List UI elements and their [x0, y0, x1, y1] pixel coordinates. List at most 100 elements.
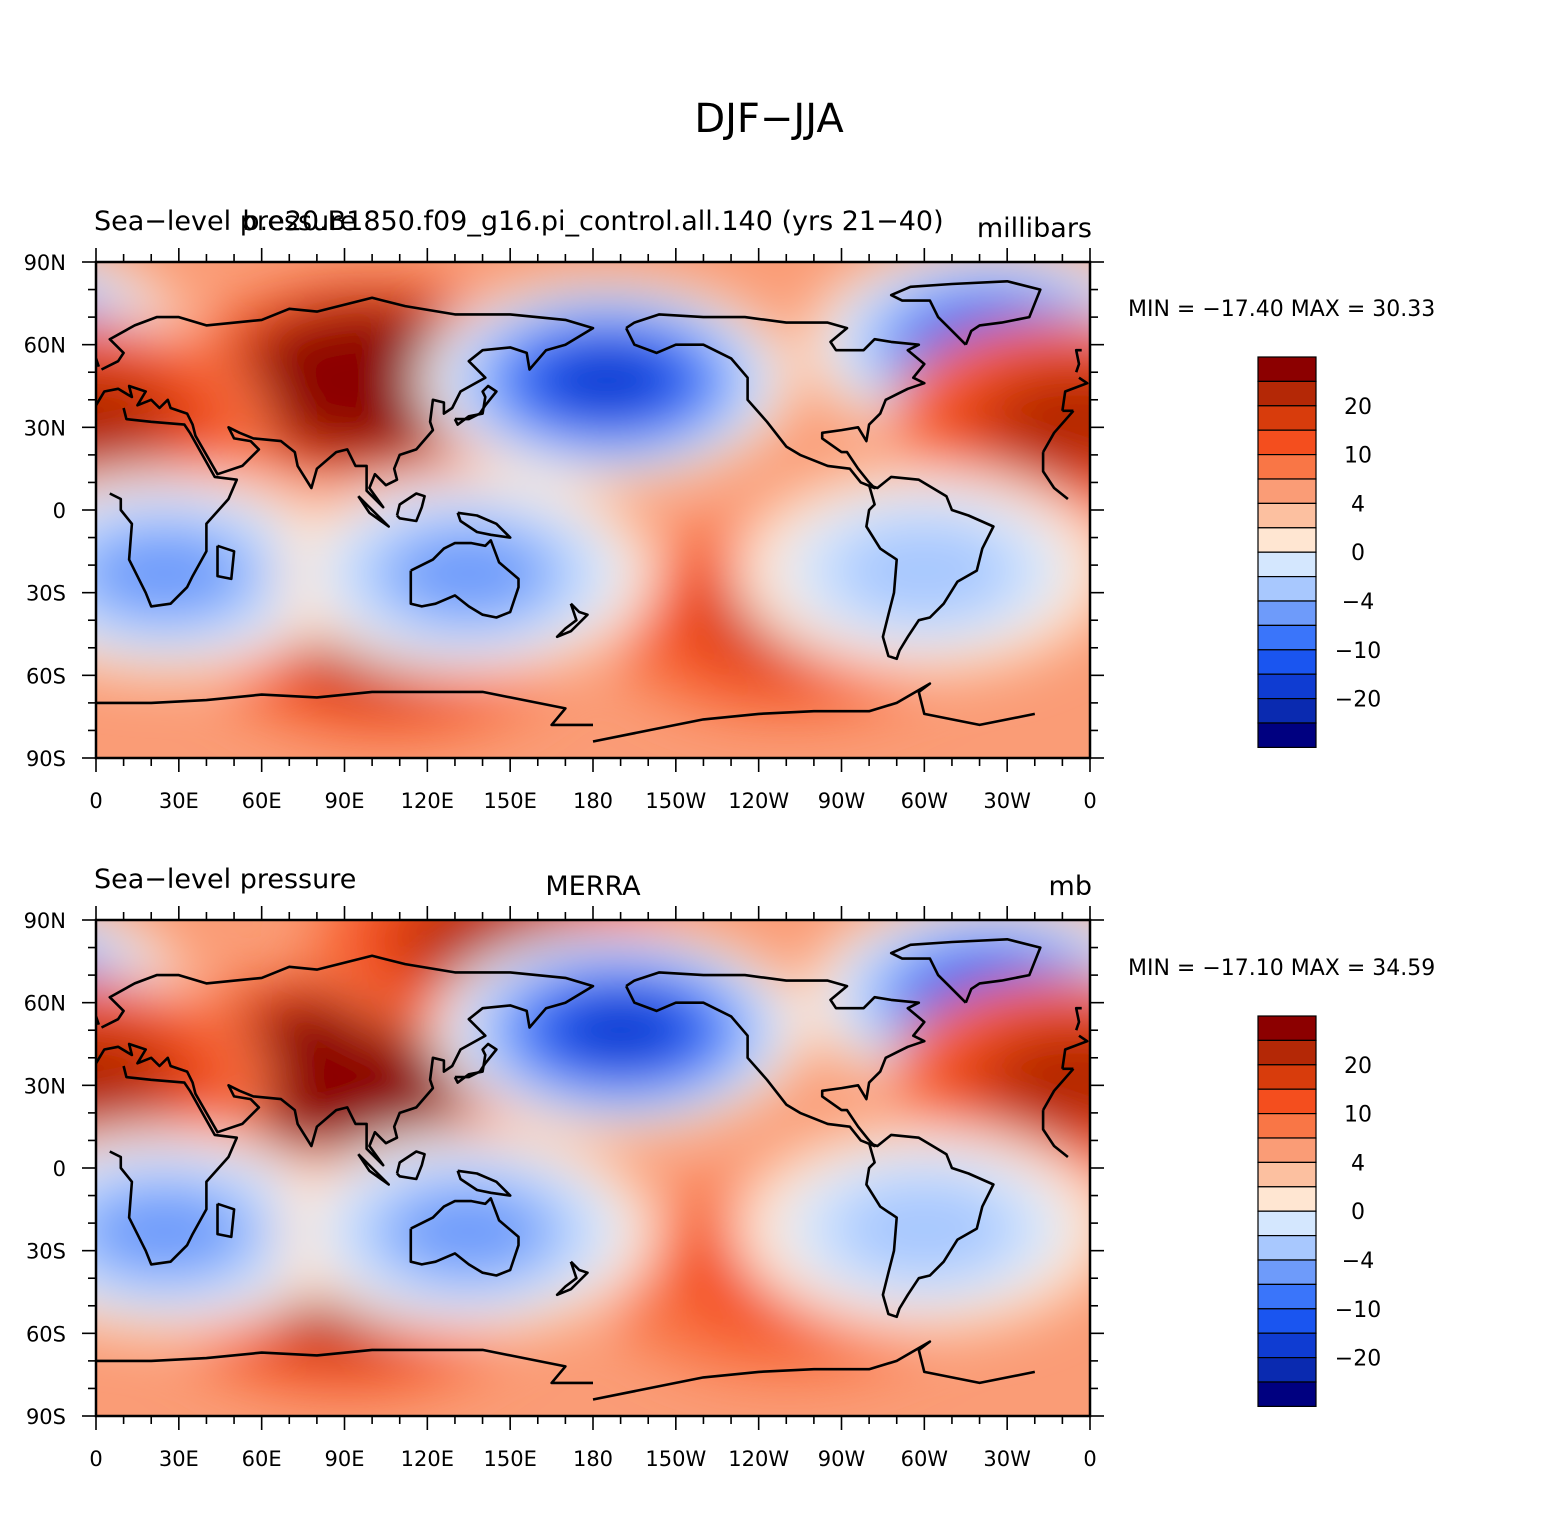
- y-tick-label: 60N: [24, 992, 66, 1016]
- anomaly-southern-africa-low: [96, 1127, 355, 1336]
- coastline-5-0: [889, 938, 1042, 1004]
- colorbar-box: [1257, 527, 1317, 553]
- coastline-13-0: [216, 1202, 236, 1239]
- colorbar-label: −20: [1335, 1347, 1381, 1372]
- coastline-11-0: [456, 511, 512, 539]
- panel-merra: Sea−level pressure MERRA mb 0 30E 60E 90E 12…: [24, 864, 1436, 1471]
- x-tick-label: 0: [1083, 1447, 1096, 1471]
- colorbar-box: [1257, 429, 1317, 456]
- x-tick-label: 60E: [242, 1447, 282, 1471]
- y-tick-label: 60S: [26, 1322, 66, 1346]
- colorbar-label: 10: [1344, 1103, 1372, 1128]
- anomaly-southern-africa-low: [96, 469, 355, 678]
- panel-1-minmax: MIN = −17.40 MAX = 30.33: [1128, 297, 1435, 322]
- colorbar-label: −4: [1342, 1249, 1374, 1274]
- colorbar-box: [1257, 575, 1317, 602]
- contour-australia-low-3: [391, 1187, 547, 1276]
- contour-aleutian-low-6: [559, 994, 683, 1066]
- anomaly-australia-low: [278, 1127, 659, 1336]
- x-tick-label: 90E: [325, 789, 365, 813]
- x-tick-label: 90W: [818, 789, 866, 813]
- colorbar-box: [1257, 405, 1317, 431]
- colorbar-label: −10: [1335, 639, 1381, 664]
- x-tick-label: 30E: [159, 1447, 199, 1471]
- y-tick-label: 30S: [26, 582, 66, 606]
- coastline-10-0: [395, 492, 426, 523]
- contour-australia-low-3: [391, 529, 547, 618]
- x-tick-label: 120W: [728, 789, 789, 813]
- colorbar-box: [1257, 1259, 1317, 1285]
- colorbar-box: [1257, 1039, 1317, 1066]
- x-tick-label: 0: [1083, 789, 1096, 813]
- coastline-4-0: [865, 1133, 995, 1319]
- panel-1-coastlines: [96, 280, 1089, 743]
- coastline-12-0: [555, 1260, 589, 1297]
- coastline-0-1: [96, 954, 595, 1167]
- coastline-8-0: [453, 384, 498, 426]
- colorbar-box: [1257, 380, 1317, 407]
- y-tick-label: 0: [53, 1157, 66, 1181]
- panel-1-title-center: b.e20.B1850.f09_g16.pi_control.all.140 (…: [242, 206, 943, 237]
- x-tick-label: 120E: [401, 789, 454, 813]
- coastline-10-0: [395, 1150, 426, 1181]
- coastline-8-0: [453, 1042, 498, 1084]
- coastline-1-1: [109, 407, 239, 608]
- colorbar-box: [1257, 722, 1317, 748]
- x-tick-label: 60W: [901, 789, 949, 813]
- coastline-6-1: [96, 690, 593, 727]
- colorbar-label: −20: [1335, 688, 1381, 713]
- x-tick-label: 90W: [818, 1447, 866, 1471]
- coastline-0-0: [1061, 376, 1089, 411]
- y-tick-label: 60S: [26, 664, 66, 688]
- colorbar-label: −4: [1342, 590, 1374, 615]
- coastline-9-0: [357, 495, 390, 528]
- anomaly-south-america-low: [734, 466, 1090, 675]
- coastline-0-0: [1061, 1034, 1089, 1069]
- x-tick-label: 150W: [645, 789, 706, 813]
- contour-south-america-low-2: [834, 1177, 1015, 1280]
- colorbar-box: [1257, 356, 1317, 382]
- colorbar-label: 20: [1344, 395, 1372, 420]
- colorbar-box: [1257, 1015, 1317, 1041]
- coastline-1-2: [1041, 452, 1069, 501]
- y-tick-label: 30S: [26, 1240, 66, 1264]
- x-tick-label: 150W: [645, 1447, 706, 1471]
- coastline-1-2: [1041, 1110, 1069, 1159]
- colorbar-box: [1257, 649, 1317, 675]
- colorbar-box: [1257, 551, 1317, 578]
- x-tick-label: 180: [573, 789, 613, 813]
- coastline-12-0: [555, 602, 589, 639]
- x-tick-label: 60W: [901, 1447, 949, 1471]
- figure-title: DJF−JJA: [694, 96, 844, 142]
- contour-siberian-high-8: [315, 347, 429, 414]
- panel-2-title-center: MERRA: [545, 871, 641, 902]
- x-tick-label: 150E: [483, 1447, 536, 1471]
- y-tick-label: 90N: [24, 251, 66, 275]
- coastline-1-0: [1041, 1067, 1075, 1111]
- coastline-11-0: [456, 1169, 512, 1197]
- colorbar-box: [1257, 1186, 1317, 1212]
- panel-1-title-right: millibars: [977, 213, 1092, 244]
- contour-azores-high-wrap-3: [96, 378, 160, 466]
- colorbar-label: −10: [1335, 1298, 1381, 1323]
- coastline-9-0: [357, 1153, 390, 1186]
- anomaly-aleutian-low: [416, 276, 797, 485]
- colorbar-box: [1257, 502, 1317, 529]
- colorbar-box: [1257, 1088, 1317, 1115]
- x-tick-label: 180: [573, 1447, 613, 1471]
- panel-1-colorbar: 20 10 4 0 −4 −10 −20: [1257, 356, 1381, 748]
- coastline-7-0: [1074, 1006, 1082, 1031]
- colorbar-box: [1257, 673, 1317, 700]
- coastline-3-0: [624, 971, 926, 1148]
- colorbar-label: 4: [1351, 492, 1365, 517]
- coastline-7-0: [1074, 348, 1082, 373]
- colorbar-box: [1257, 1356, 1317, 1383]
- coastline-1-0: [1041, 409, 1075, 453]
- contour-azores-high-wrap-3: [96, 1036, 160, 1124]
- contour-azores-high-3: [998, 1035, 1090, 1124]
- coastline-6-0: [592, 1340, 1036, 1401]
- colorbar-box: [1257, 1137, 1317, 1163]
- colorbar-box: [1257, 624, 1317, 651]
- colorbar-box: [1257, 478, 1317, 504]
